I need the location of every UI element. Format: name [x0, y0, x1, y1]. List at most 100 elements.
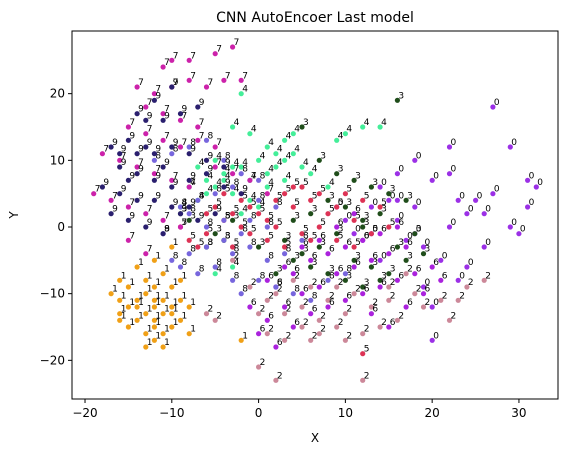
- point-label: 1: [173, 278, 179, 288]
- point-label: 4: [277, 158, 283, 168]
- data-point: [134, 297, 140, 303]
- data-point: [290, 257, 296, 263]
- point-label: 4: [286, 151, 292, 161]
- point-label: 3: [294, 251, 300, 261]
- point-label: 0: [477, 191, 483, 201]
- point-label: 5: [242, 191, 248, 201]
- point-label: 9: [121, 185, 127, 195]
- data-point: [203, 224, 210, 230]
- data-point: [160, 331, 166, 337]
- data-point: [394, 171, 400, 177]
- data-point: [429, 337, 435, 343]
- data-point: [169, 324, 175, 330]
- data-point: [203, 191, 210, 197]
- data-point: [195, 244, 201, 250]
- data-point: [490, 191, 496, 197]
- point-label: 0: [425, 238, 431, 248]
- point-label: 2: [251, 278, 257, 288]
- point-label: 3: [329, 191, 335, 201]
- data-point: [247, 217, 253, 223]
- point-label: 5: [346, 185, 352, 195]
- data-point: [386, 224, 392, 230]
- data-point: [91, 191, 97, 197]
- data-point: [386, 271, 392, 277]
- point-label: 1: [164, 305, 170, 315]
- data-point: [203, 84, 210, 90]
- point-label: 4: [208, 185, 214, 195]
- data-point: [299, 237, 305, 243]
- data-point: [195, 217, 201, 223]
- point-label: 8: [286, 245, 292, 255]
- point-label: 6: [381, 225, 387, 235]
- point-label: 9: [164, 111, 170, 121]
- data-point: [238, 191, 244, 197]
- point-label: 5: [320, 218, 326, 228]
- point-label: 2: [442, 291, 448, 301]
- point-label: 0: [398, 165, 404, 175]
- point-label: 5: [312, 191, 318, 201]
- point-label: 3: [398, 238, 404, 248]
- data-point: [169, 84, 175, 90]
- point-label: 0: [529, 171, 535, 181]
- point-label: 3: [182, 205, 188, 215]
- point-label: 3: [372, 178, 378, 188]
- data-point: [151, 297, 157, 303]
- point-label: 8: [260, 191, 266, 201]
- point-label: 6: [364, 231, 370, 241]
- point-label: 7: [199, 131, 205, 141]
- point-label: 4: [268, 138, 274, 148]
- data-point: [481, 244, 487, 250]
- data-point: [212, 144, 218, 150]
- point-label: 9: [190, 145, 196, 155]
- data-point: [308, 297, 314, 303]
- data-point: [377, 184, 383, 190]
- data-point: [429, 304, 435, 310]
- x-tick-label: 10: [338, 406, 353, 420]
- point-label: 7: [129, 198, 135, 208]
- data-point: [325, 271, 331, 277]
- point-label: 2: [485, 271, 491, 281]
- data-point: [360, 284, 366, 290]
- data-point: [464, 284, 470, 290]
- data-point: [429, 177, 435, 183]
- data-point: [282, 304, 288, 310]
- point-label: 6: [398, 271, 404, 281]
- point-label: 9: [112, 138, 118, 148]
- point-label: 6: [286, 258, 292, 268]
- point-label: 5: [268, 231, 274, 241]
- data-point: [160, 297, 166, 303]
- data-point: [273, 377, 279, 383]
- point-label: 0: [398, 191, 404, 201]
- data-point: [195, 137, 201, 143]
- point-label: 6: [338, 265, 344, 275]
- data-point: [308, 264, 314, 270]
- x-tick-label: 0: [255, 406, 263, 420]
- point-label: 6: [407, 298, 413, 308]
- point-label: 3: [234, 211, 240, 221]
- data-point: [377, 257, 383, 263]
- data-point: [273, 151, 279, 157]
- point-label: 4: [234, 118, 240, 128]
- data-point: [108, 291, 114, 297]
- point-label: 3: [225, 231, 231, 241]
- data-point: [308, 284, 314, 290]
- data-point: [334, 324, 340, 330]
- point-label: 6: [260, 325, 266, 335]
- data-point: [247, 177, 253, 183]
- y-tick-label: −20: [40, 353, 65, 367]
- data-point: [247, 204, 253, 210]
- data-point: [143, 277, 149, 283]
- data-point: [377, 324, 383, 330]
- data-point: [143, 104, 149, 110]
- data-point: [169, 57, 175, 63]
- point-label: 0: [451, 138, 457, 148]
- point-label: 4: [346, 125, 352, 135]
- point-label: 7: [251, 171, 257, 181]
- point-label: 7: [242, 71, 248, 81]
- point-label: 1: [155, 311, 161, 321]
- data-point: [160, 231, 166, 237]
- point-label: 6: [364, 285, 370, 295]
- data-point: [360, 291, 366, 297]
- data-point: [230, 217, 236, 223]
- point-label: 0: [381, 178, 387, 188]
